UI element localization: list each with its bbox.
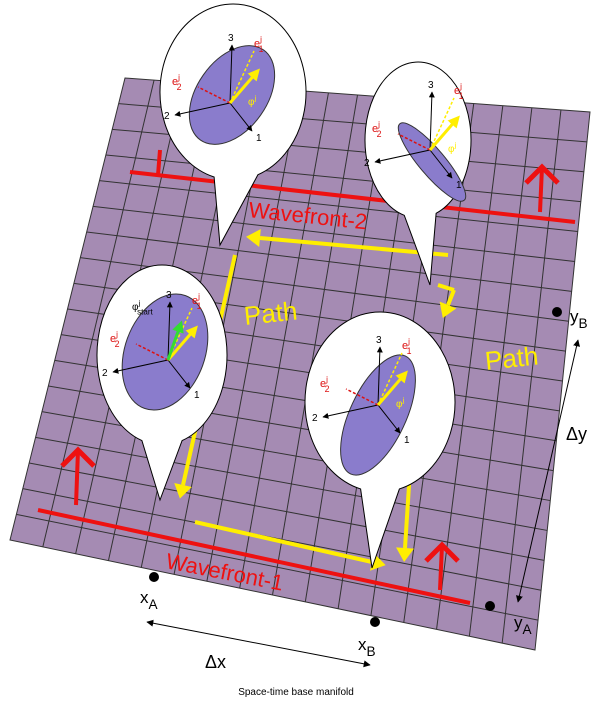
label-sub: 1	[197, 301, 202, 311]
label-sup: j	[259, 35, 262, 44]
label-sub: 2	[325, 384, 330, 394]
label-sup: j	[459, 82, 462, 91]
label-sub: 1	[259, 44, 264, 54]
label-sub: 2	[115, 339, 120, 349]
path-label: Path	[483, 341, 539, 376]
axis-label: 2	[312, 413, 318, 424]
axis-label: 2	[102, 368, 108, 379]
wavefront-arrow	[540, 167, 542, 212]
label-sub: B	[579, 316, 588, 331]
label-sup: j	[253, 94, 256, 103]
label-sub: B	[367, 644, 376, 659]
label-sup: j	[401, 396, 404, 405]
axis-label: 3	[376, 335, 382, 346]
point	[552, 307, 562, 317]
caption: Space-time base manifold	[238, 687, 354, 698]
wavefront-arrow	[158, 150, 160, 175]
label: yB	[570, 307, 588, 331]
diagram: 321ej1ej2φj321ej1ej2φj321ej1ej2φjstart32…	[0, 0, 593, 705]
label-sub: 1	[459, 91, 464, 101]
axis-label: 2	[364, 158, 370, 169]
label-sub: 2	[377, 129, 382, 139]
wavefront-arrow	[76, 450, 78, 505]
label-sup: j	[377, 120, 380, 129]
label-sup: j	[325, 375, 328, 384]
label: xB	[358, 635, 376, 659]
axis-label: 3	[166, 290, 172, 301]
label-sup: j	[177, 73, 180, 82]
axis-label: 1	[404, 435, 410, 446]
label-sub: A	[149, 597, 159, 612]
label-sup: j	[115, 330, 118, 339]
label-sub: 2	[177, 82, 182, 92]
label-sub: start	[137, 308, 153, 317]
label-sup: j	[137, 299, 140, 308]
delta-label: Δy	[566, 424, 587, 444]
delta-label: Δx	[205, 652, 226, 672]
point	[149, 572, 159, 582]
axis-label: 2	[164, 111, 170, 122]
label-sup: j	[197, 292, 200, 301]
axis-label: 3	[228, 33, 234, 44]
path-label: Path	[242, 296, 298, 331]
axis-label: 3	[428, 80, 434, 91]
label-sub: 1	[407, 346, 412, 356]
label-sup: j	[407, 337, 410, 346]
point	[370, 617, 380, 627]
axis-label: 1	[456, 180, 462, 191]
label-sub: A	[523, 622, 533, 637]
delta-x-arrow	[147, 622, 370, 665]
wavefront-arrow	[440, 545, 442, 590]
point	[485, 601, 495, 611]
label-sup: j	[453, 141, 456, 150]
axis-label: 1	[256, 133, 262, 144]
label: xA	[140, 588, 159, 612]
axis-label: 1	[194, 390, 200, 401]
